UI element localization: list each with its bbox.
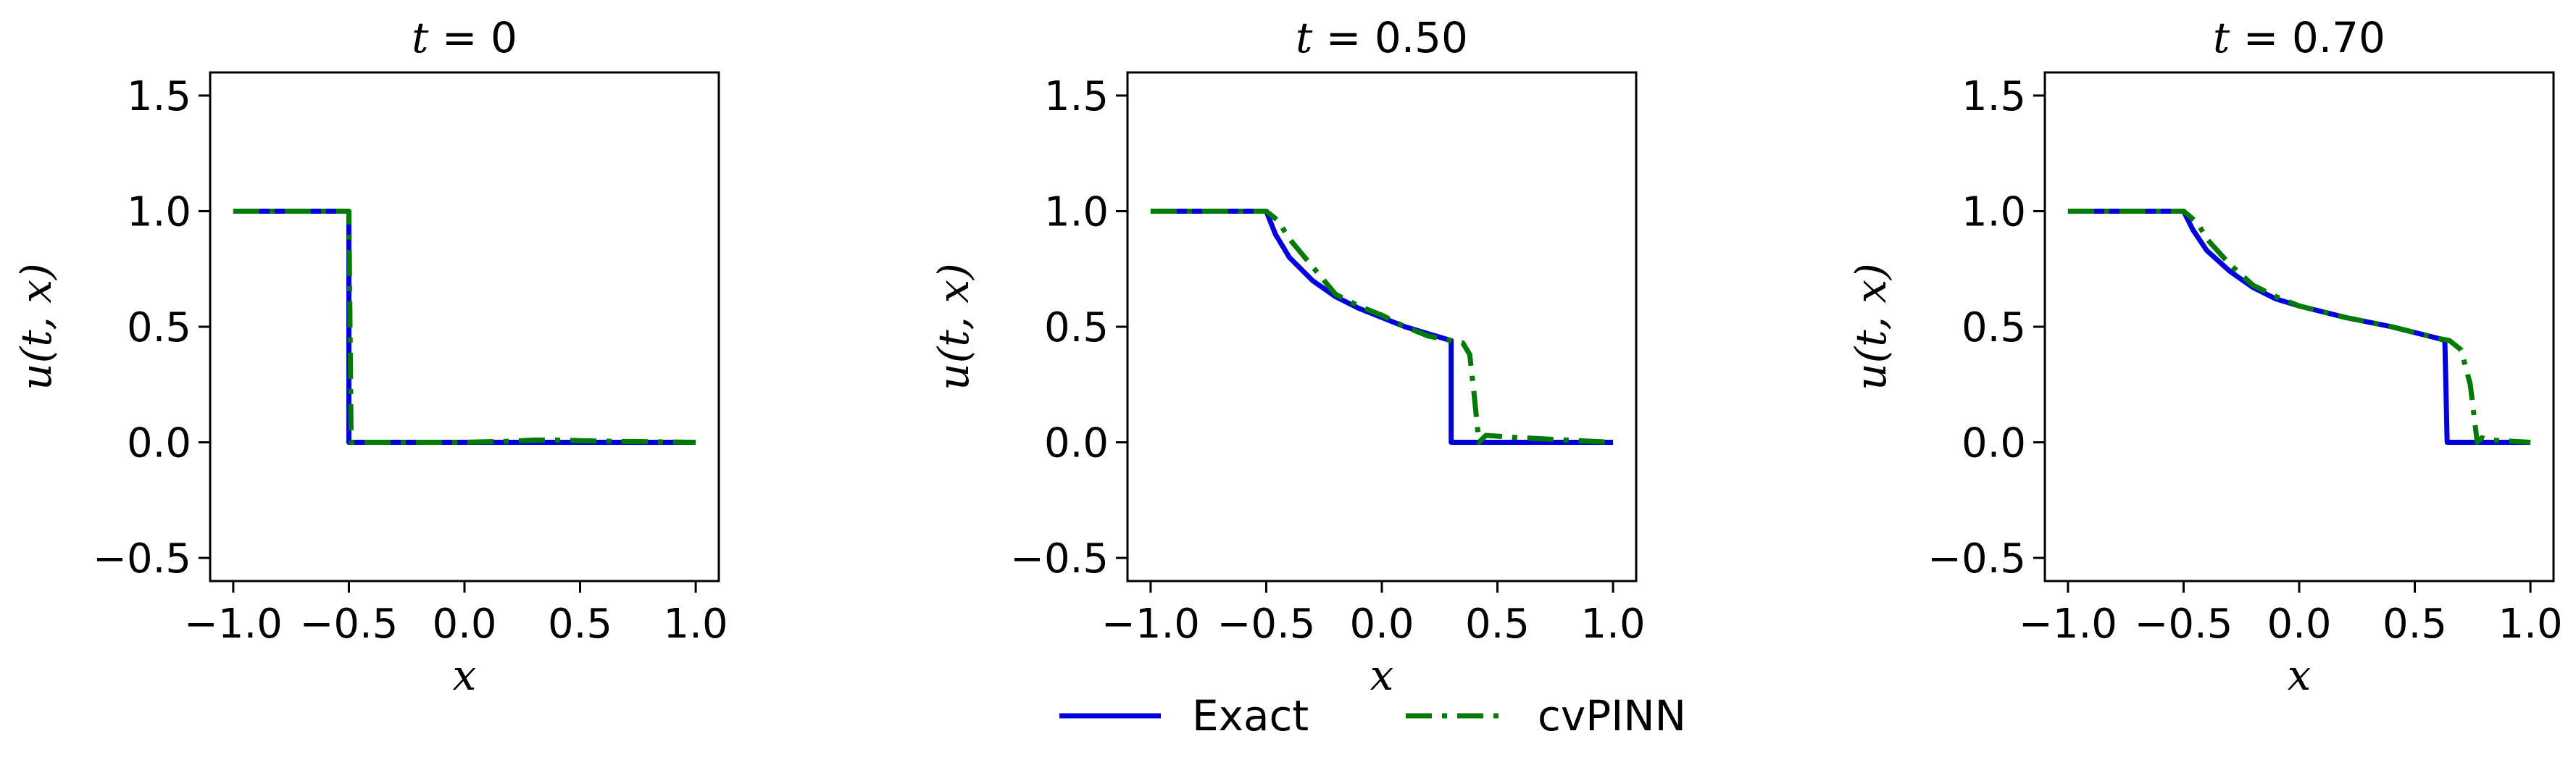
x-tick-label: −0.5 <box>1217 601 1315 648</box>
x-tick-label: 0.5 <box>1465 601 1530 648</box>
subplot-2: −1.0 −0.5 0.0 0.5 1.0 −0.5 0.0 0.5 1.0 1.5 t = 0.5… <box>929 13 1646 700</box>
y-tick-label: 1.0 <box>1044 188 1109 235</box>
y-axis-label: u(t, x) <box>12 263 61 390</box>
x-tick-label: −0.5 <box>299 601 398 648</box>
subplot-title: t = 0 <box>412 13 517 62</box>
series-cvpinn-line <box>1150 209 1614 445</box>
x-tick-label: −1.0 <box>1101 601 1200 648</box>
subplot-1: −1.0 −0.5 0.0 0.5 1.0 −0.5 0.0 0.5 1.0 1.5 t = 0 x u… <box>12 13 728 700</box>
x-tick-label: 1.0 <box>1581 601 1646 648</box>
x-tick-label: −1.0 <box>184 601 283 648</box>
subplot-title: t = 0.50 <box>1296 13 1468 62</box>
y-tick-label: 1.0 <box>1962 188 2026 235</box>
y-tick-label: 1.0 <box>127 188 191 235</box>
series-cvpinn-line <box>233 209 696 445</box>
x-tick-label: 0.5 <box>548 601 612 648</box>
legend-cvpinn-label: cvPINN <box>1538 691 1686 740</box>
y-tick-label: 1.5 <box>127 73 191 120</box>
legend-exact-label: Exact <box>1192 691 1309 740</box>
subplot-title: t = 0.70 <box>2213 13 2385 62</box>
y-tick-label: −0.5 <box>1010 535 1109 582</box>
axes-frame <box>1126 71 1638 582</box>
y-tick-label: 1.5 <box>1962 73 2026 120</box>
legend: Exact cvPINN <box>1059 691 1686 740</box>
y-axis-label: u(t, x) <box>1846 263 1896 390</box>
y-tick-label: 0.5 <box>1044 304 1109 351</box>
y-tick-label: 0.0 <box>1962 420 2026 467</box>
axes-frame <box>2043 71 2555 582</box>
x-tick-label: 0.0 <box>2267 601 2331 648</box>
x-tick-label: −0.5 <box>2134 601 2233 648</box>
axes-frame <box>209 71 720 582</box>
y-tick-label: −0.5 <box>93 535 191 582</box>
x-tick-label: 0.0 <box>432 601 496 648</box>
subplot-3: −1.0 −0.5 0.0 0.5 1.0 −0.5 0.0 0.5 1.0 1.5 t = 0.7… <box>1846 13 2563 700</box>
x-axis-label: x <box>453 651 477 700</box>
series-exact-line <box>2067 209 2531 445</box>
series-exact-line <box>1150 209 1614 445</box>
y-tick-label: 0.0 <box>127 420 191 467</box>
y-tick-label: −0.5 <box>1927 535 2026 582</box>
x-axis-label: x <box>2288 651 2312 700</box>
x-axis-label: x <box>1370 651 1394 700</box>
series-cvpinn-line <box>2067 209 2531 445</box>
y-axis-label: u(t, x) <box>929 263 978 390</box>
x-tick-label: 1.0 <box>664 601 728 648</box>
x-tick-label: 0.0 <box>1349 601 1414 648</box>
x-tick-label: 0.5 <box>2383 601 2447 648</box>
y-tick-label: 0.0 <box>1044 420 1109 467</box>
y-tick-label: 0.5 <box>1962 304 2026 351</box>
x-tick-label: 1.0 <box>2498 601 2563 648</box>
series-exact-line <box>233 209 696 445</box>
x-tick-label: −1.0 <box>2019 601 2117 648</box>
y-tick-label: 0.5 <box>127 304 191 351</box>
y-tick-label: 1.5 <box>1044 73 1109 120</box>
